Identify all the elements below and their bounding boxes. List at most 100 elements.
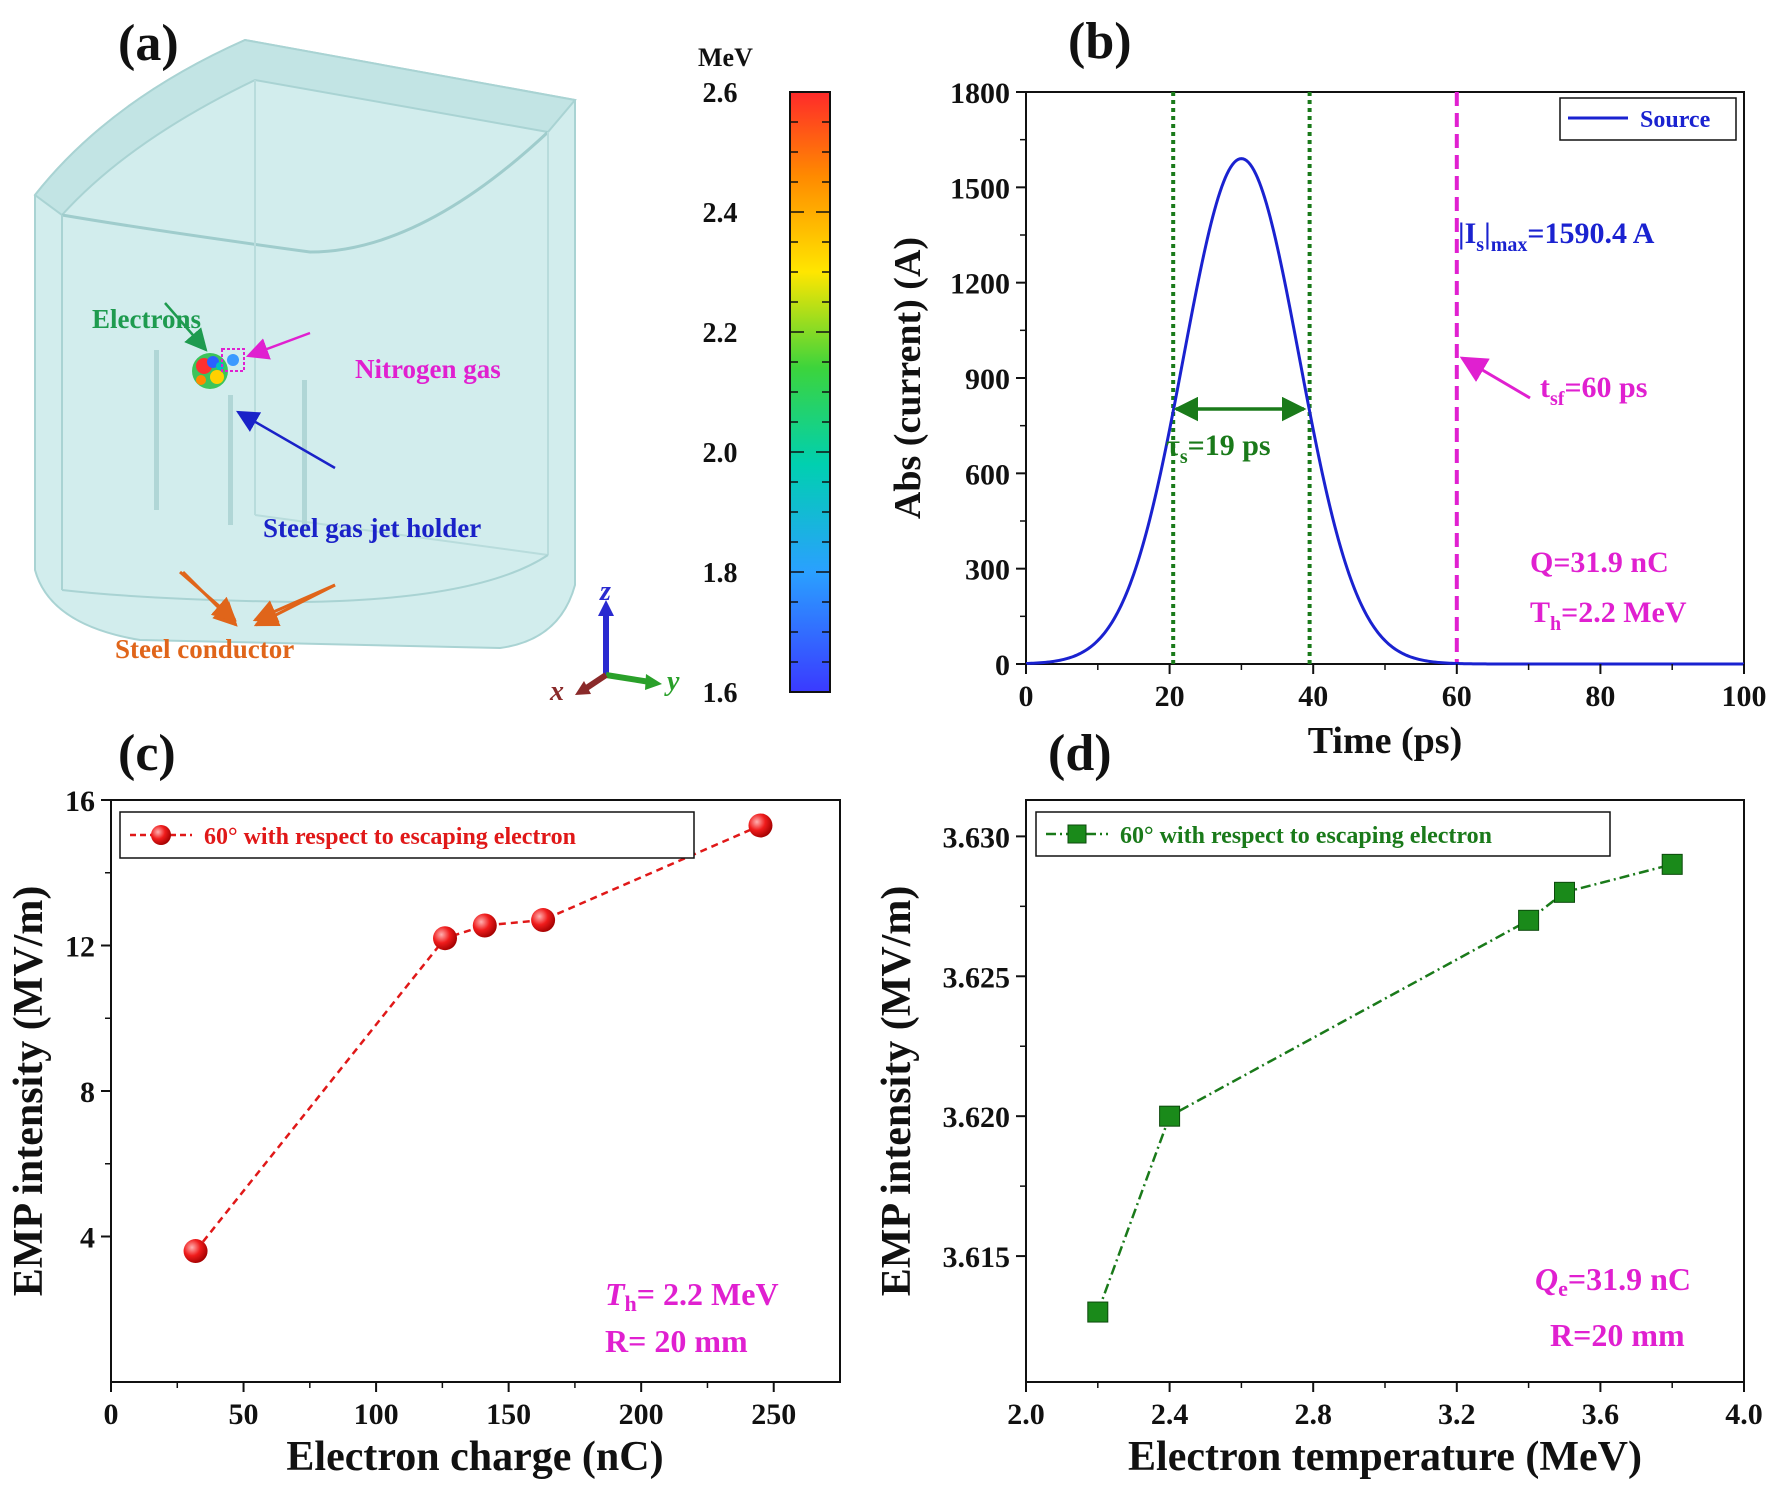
nitrogen-box: [221, 348, 245, 372]
colorbar-tick-label: 1.6: [703, 678, 738, 709]
xlabel-d: Electron temperature (MeV): [1128, 1434, 1642, 1480]
panel-label-b: (b): [1068, 13, 1132, 70]
y-tick-label: 0: [995, 649, 1010, 682]
panel-label-d: (d): [1048, 725, 1112, 782]
legend-c: 60° with respect to escaping electron: [119, 811, 695, 859]
y-tick-label: 3.620: [943, 1101, 1011, 1134]
temperature-data-point: [1661, 853, 1683, 875]
y-tick-label: 16: [65, 785, 95, 818]
legend-box-b: [1559, 97, 1737, 141]
y-tick-label: 1200: [950, 268, 1010, 301]
y-tick-label: 3.625: [943, 961, 1011, 994]
qe-annotation-d: Qe=31.9 nC: [1535, 1261, 1691, 1301]
legend-box-c: [119, 811, 695, 859]
x-tick-label: 200: [619, 1398, 664, 1431]
legend-box-d: [1035, 811, 1611, 857]
legend-d: 60° with respect to escaping electron: [1035, 811, 1611, 857]
x-tick-label: 4.0: [1725, 1398, 1763, 1431]
temperature-data-point: [1518, 909, 1540, 931]
y-tick-label: 4: [80, 1222, 95, 1255]
colorbar-tick-label: 2.6: [703, 78, 738, 109]
legend-label-c: 60° with respect to escaping electron: [204, 824, 576, 850]
z-axis-label: z: [599, 576, 611, 607]
ylabel-d: EMP intensity (MV/m): [874, 886, 920, 1297]
tsf-arrow: [1459, 356, 1531, 400]
x-axis-arrow: [583, 672, 608, 692]
temperature-data-point: [1159, 1105, 1181, 1127]
y-tick-label: 1800: [950, 77, 1010, 110]
xlabel-c: Electron charge (nC): [286, 1434, 663, 1480]
x-tick-label: 0: [1019, 680, 1034, 713]
source-current-line: [1025, 157, 1744, 666]
holder-label: Steel gas jet holder: [263, 513, 481, 543]
x-tick-label: 60: [1442, 680, 1472, 713]
y-tick-label: 12: [65, 931, 95, 964]
panel-d: (d) 2.0 2.4 2.8 3.2 3.6 4.0 3.615 3.620 3.625 3.6…: [874, 725, 1763, 1480]
xlabel-b: Time (ps): [1308, 720, 1462, 762]
plot-frame-c: [110, 799, 841, 1383]
y-axis-arrow: [605, 672, 651, 685]
conductor-label: Steel conductor: [115, 634, 294, 664]
legend-label-d: 60° with respect to escaping electron: [1120, 823, 1492, 849]
holder-rod-1: [154, 350, 159, 510]
x-tick-label: 2.0: [1007, 1398, 1045, 1431]
y-tick-label: 3.615: [943, 1241, 1011, 1274]
charge-data-point: [748, 813, 773, 838]
th-annotation-c: Th= 2.2 MeV: [605, 1276, 779, 1316]
th-annotation-b: Th=2.2 MeV: [1530, 596, 1687, 635]
electrons-label: Electrons: [92, 304, 201, 334]
panel-b: (b) 0 20 40 60 80 100 0 300 600 900 1200 1500 1800 S…: [887, 13, 1767, 762]
x-tick-label: 0: [104, 1398, 119, 1431]
r-annotation-d: R=20 mm: [1550, 1317, 1685, 1353]
x-tick-label: 80: [1585, 680, 1615, 713]
y-tick-label: 300: [965, 554, 1010, 587]
axes-triad: z y x: [549, 576, 680, 707]
tau-annotation: τs=19 ps: [1166, 429, 1271, 468]
colorbar-tick-label: 2.4: [703, 198, 738, 229]
x-tick-label: 3.6: [1582, 1398, 1620, 1431]
holder-rod-3: [302, 380, 307, 530]
chamber-3d: [33, 38, 577, 650]
imax-annotation: |Is|max=1590.4 A: [1458, 217, 1655, 256]
y-tick-label: 3.630: [943, 821, 1011, 854]
y-tick-label: 1500: [950, 172, 1010, 205]
ylabel-b: Abs (current) (A): [887, 237, 929, 519]
temperature-series-line: [1096, 863, 1673, 1313]
charge-data-point: [183, 1239, 208, 1264]
y-tick-label: 600: [965, 458, 1010, 491]
electron-cluster: [192, 353, 239, 389]
panel-label-a: (a): [118, 15, 179, 72]
legend-swatch-d-marker: [1067, 824, 1087, 844]
panel-label-c: (c): [118, 725, 176, 782]
y-tick-label: 900: [965, 363, 1010, 396]
plot-frame-b: [1025, 91, 1745, 665]
plot-frame-d: [1025, 799, 1745, 1383]
panel-a: (a): [33, 15, 831, 709]
charge-data-point: [433, 926, 458, 951]
x-tick-label: 250: [751, 1398, 796, 1431]
charge-data-point: [472, 913, 497, 938]
x-tick-label: 20: [1155, 680, 1185, 713]
colorbar-tick-label: 2.0: [703, 438, 738, 469]
y-tick-label: 8: [80, 1076, 95, 1109]
x-tick-label: 50: [229, 1398, 259, 1431]
r-annotation-c: R= 20 mm: [605, 1323, 748, 1359]
ylabel-c: EMP intensity (MV/m): [6, 886, 52, 1297]
x-tick-label: 2.4: [1151, 1398, 1189, 1431]
x-tick-label: 2.8: [1294, 1398, 1332, 1431]
x-tick-label: 100: [1722, 680, 1767, 713]
q-annotation-b: Q=31.9 nC: [1530, 546, 1669, 579]
legend-swatch-c-marker: [151, 825, 171, 845]
panel-c: (c) 0 50 100 150 200 250 4 8 12 16 60° with respe…: [6, 725, 841, 1480]
x-tick-label: 100: [354, 1398, 399, 1431]
x-axis-label: x: [549, 676, 564, 707]
legend-b: Source: [1559, 97, 1737, 141]
tsf-annotation: tsf=60 ps: [1540, 371, 1647, 410]
nitrogen-label: Nitrogen gas: [355, 354, 501, 384]
charge-data-point: [531, 908, 556, 933]
y-axis-label: y: [664, 666, 680, 697]
x-tick-label: 40: [1298, 680, 1328, 713]
charge-series-line: [194, 824, 761, 1252]
x-tick-label: 3.2: [1438, 1398, 1476, 1431]
